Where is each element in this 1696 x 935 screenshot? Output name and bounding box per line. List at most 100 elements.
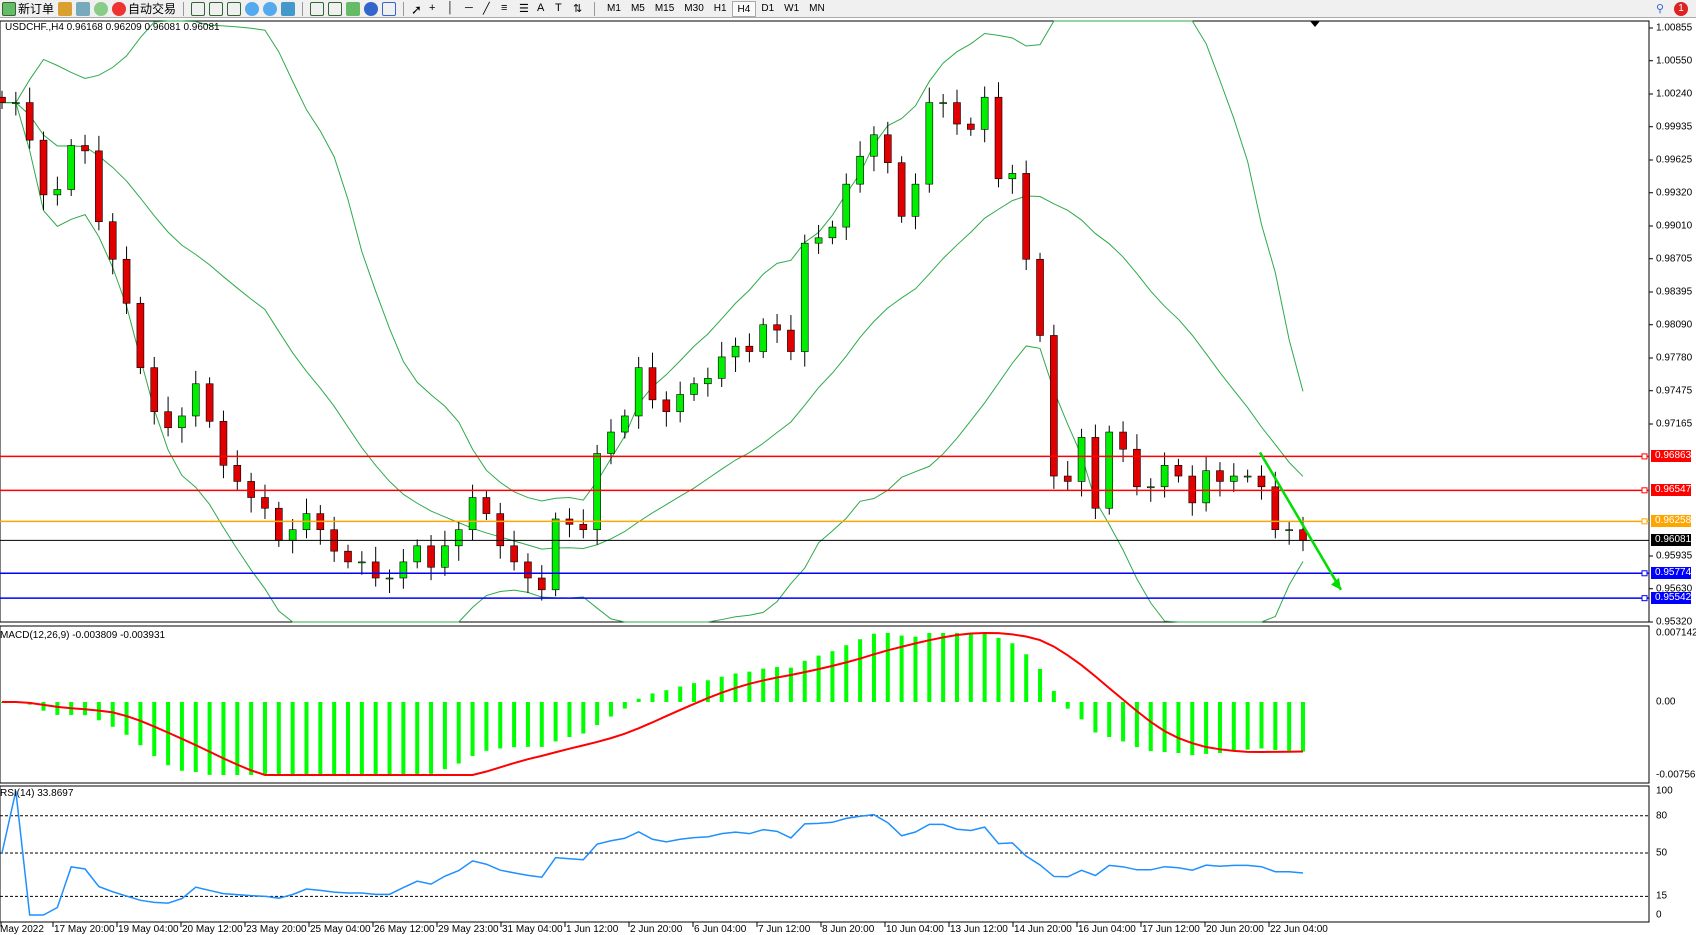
candle-body [441,545,449,568]
line-chart-icon[interactable] [227,1,242,16]
macd-histogram-bar [650,693,655,702]
candle-body [95,150,103,223]
indicators-icon[interactable] [346,1,361,16]
candle-body [1160,465,1169,488]
macd-histogram-bar [1107,702,1112,738]
periods-clock-icon[interactable] [364,1,379,16]
arrows-icon[interactable]: ⇅ [573,2,583,15]
macd-histogram-bar [525,702,530,747]
timeframe-mn[interactable]: MN [809,2,825,14]
navigator-icon[interactable] [76,1,91,16]
fibonacci-icon[interactable]: ☰ [519,2,529,15]
candle-body [150,367,159,412]
crosshair-icon[interactable]: + [429,1,436,14]
equidistant-channel-icon[interactable]: ≡ [501,1,508,14]
candle-body [953,102,961,125]
candle-body [53,189,62,196]
timeframe-m15[interactable]: M15 [654,2,675,14]
search-icon[interactable]: ⚲ [1656,2,1665,15]
text-icon[interactable]: A [537,1,545,14]
trendline-icon[interactable]: ╱ [483,2,490,15]
candlestick-icon[interactable] [209,1,224,16]
zoom-out-icon[interactable] [263,1,278,16]
macd-histogram-bar [553,702,558,742]
timeframe-m1[interactable]: M1 [607,2,621,14]
toolbar: 新订单 自动交易 ➚ + │ ─ ╱ ≡ ☰ A T ⇅ M1 M5 M15 M30 H… [0,0,1696,18]
macd-histogram-bar [885,633,890,702]
text-label-icon[interactable]: T [555,1,562,14]
candle-body [994,96,1003,180]
bollinger-lower [2,102,1304,623]
candle-body [247,481,255,498]
market-watch-icon[interactable] [58,1,73,16]
timeframe-h1[interactable]: H1 [713,2,727,14]
line-handle [1641,518,1648,525]
chart-canvas[interactable] [0,20,1696,934]
candle-body [551,518,560,591]
timeframe-d1[interactable]: D1 [761,2,775,14]
chart-shift-icon[interactable] [328,1,343,16]
macd-histogram-bar [692,683,697,702]
macd-histogram-bar [207,702,212,775]
candle-body [717,356,726,379]
macd-histogram-bar [927,633,932,702]
templates-icon[interactable] [382,1,397,16]
macd-histogram-bar [41,702,46,711]
candle-body [579,524,588,531]
new-order-button[interactable]: 新订单 [2,1,54,17]
tile-windows-icon[interactable] [281,1,296,16]
candle-body [800,242,809,352]
time-axis-label: 25 May 04:00 [310,924,371,935]
macd-histogram-bar [442,702,447,770]
candle-body [1202,470,1210,504]
macd-histogram-bar [775,667,780,702]
rsi-axis-label: 0 [1656,909,1662,921]
macd-histogram-bar [318,702,323,775]
candle-body [842,183,851,228]
candle-body [1229,475,1238,482]
bar-chart-icon[interactable] [191,1,206,16]
signal-icon[interactable] [94,1,109,16]
candle-body [1271,486,1280,531]
macd-histogram-bar [470,702,475,757]
candle-body [1285,529,1293,532]
macd-histogram-bar [982,633,987,702]
divider [594,1,596,16]
time-axis-label: 20 Jun 20:00 [1206,924,1264,935]
macd-histogram-bar [401,702,406,775]
line-handle [1641,487,1648,494]
macd-histogram-bar [512,702,517,748]
candle-body [883,134,892,163]
timeframe-m30[interactable]: M30 [684,2,704,14]
candle-body [1133,448,1141,488]
macd-histogram-bar [1065,702,1070,709]
candle-body [593,453,601,531]
candle-body [1146,486,1155,489]
price-axis-label: 0.97780 [1656,352,1693,364]
timeframe-m5[interactable]: M5 [630,2,645,14]
macd-histogram-bar [636,698,641,702]
candle-body [191,383,200,417]
auto-trading-button[interactable]: 自动交易 [112,1,176,17]
candle-body [814,237,823,244]
candle-body [1243,475,1252,478]
vertical-line-icon[interactable]: │ [447,1,454,14]
time-axis-label: 6 Jun 04:00 [694,924,747,935]
divider [403,1,405,16]
zoom-in-icon[interactable] [245,1,260,16]
macd-histogram-bar [678,686,683,702]
macd-histogram-bar [1093,702,1098,733]
macd-histogram-bar [622,702,627,709]
auto-scroll-icon[interactable] [310,1,325,16]
bollinger-middle [2,102,1304,550]
timeframe-h4[interactable]: H4 [731,0,757,17]
cursor-icon[interactable]: ➚ [411,1,422,17]
candle-body [1022,173,1030,260]
timeframe-w1[interactable]: W1 [784,2,800,14]
macd-histogram-bar [429,702,434,774]
macd-histogram-bar [996,637,1001,702]
candle-body [39,139,48,196]
macd-histogram-bar [899,635,904,702]
horizontal-line-icon[interactable]: ─ [465,1,473,14]
notification-badge[interactable]: 1 [1674,1,1688,16]
